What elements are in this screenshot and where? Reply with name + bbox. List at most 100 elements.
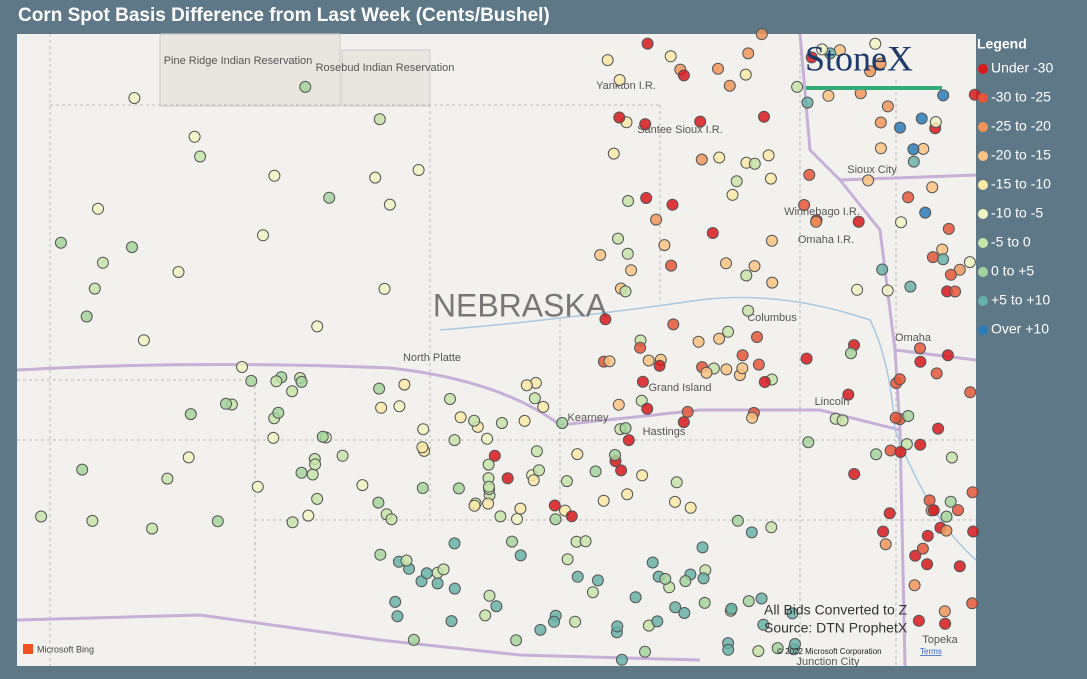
point: [184, 408, 197, 421]
point: [731, 514, 744, 527]
point: [939, 617, 952, 630]
point: [417, 423, 430, 436]
point: [758, 110, 770, 123]
point: [766, 276, 779, 289]
place-label: Winnebago I.R.: [784, 206, 860, 218]
place-label: Columbus: [747, 312, 797, 324]
point: [412, 164, 425, 176]
legend-swatch: [978, 325, 988, 335]
point: [665, 259, 678, 272]
point: [848, 468, 861, 480]
point: [514, 549, 527, 562]
point: [161, 472, 174, 485]
point: [845, 347, 857, 360]
point: [967, 525, 980, 538]
point: [501, 472, 514, 485]
point: [309, 458, 322, 471]
point: [537, 400, 550, 413]
point: [894, 446, 907, 458]
point: [932, 422, 945, 435]
provider: Microsoft Bing: [37, 644, 94, 654]
point: [389, 595, 402, 608]
place-label: Omaha: [895, 332, 932, 344]
point: [653, 359, 666, 372]
point: [514, 502, 527, 515]
point: [748, 260, 761, 273]
point: [548, 615, 560, 628]
legend-title: Legend: [977, 36, 1027, 52]
point: [137, 334, 150, 347]
point: [76, 463, 89, 476]
point: [966, 597, 979, 610]
point: [942, 222, 955, 235]
place-label: Junction City: [797, 656, 860, 668]
point: [194, 150, 207, 163]
point: [448, 537, 461, 550]
place-label: Kearney: [568, 412, 609, 424]
point: [678, 607, 691, 619]
place-label: Yankton I.R.: [596, 80, 656, 92]
point: [894, 121, 906, 134]
point: [306, 468, 319, 481]
point: [483, 589, 496, 602]
point: [629, 591, 642, 604]
point: [336, 449, 349, 462]
point: [757, 618, 770, 631]
point: [375, 401, 388, 414]
point: [286, 516, 299, 529]
point: [836, 414, 849, 427]
point: [752, 358, 765, 371]
point: [245, 374, 258, 387]
point: [746, 411, 759, 424]
point: [862, 174, 875, 187]
point: [236, 361, 248, 373]
point: [431, 577, 444, 590]
point: [664, 50, 677, 63]
point: [619, 422, 632, 435]
point: [740, 269, 753, 282]
point: [591, 574, 604, 587]
terms-link[interactable]: Terms: [920, 647, 942, 656]
point: [722, 325, 735, 338]
point: [490, 600, 503, 613]
point: [634, 341, 647, 354]
place-label: Rosebud Indian Reservation: [316, 62, 455, 74]
point: [594, 249, 607, 261]
point: [571, 448, 584, 461]
point: [612, 232, 624, 245]
point: [597, 494, 610, 507]
point: [92, 202, 104, 215]
point: [619, 285, 632, 298]
point: [941, 349, 954, 362]
point: [511, 513, 523, 525]
legend-label: 0 to +5: [991, 263, 1034, 279]
point: [883, 507, 896, 520]
point: [220, 397, 232, 410]
point: [915, 112, 928, 125]
point: [479, 609, 492, 622]
point: [302, 509, 315, 522]
place-label: NEBRASKA: [433, 287, 608, 323]
point: [851, 283, 864, 296]
point: [642, 354, 655, 367]
point: [669, 495, 681, 508]
point: [518, 414, 531, 427]
point: [681, 405, 694, 418]
point: [902, 410, 915, 422]
point: [802, 436, 815, 449]
legend-label: -25 to -20: [991, 118, 1051, 134]
point: [725, 602, 738, 615]
point: [751, 331, 763, 343]
point: [712, 62, 724, 75]
point: [929, 116, 942, 128]
point: [549, 513, 562, 526]
point: [881, 284, 894, 297]
point: [571, 570, 584, 583]
point: [622, 434, 635, 447]
point: [565, 510, 578, 523]
point: [921, 558, 934, 571]
point: [908, 579, 921, 592]
point: [736, 349, 749, 362]
point: [944, 268, 957, 281]
